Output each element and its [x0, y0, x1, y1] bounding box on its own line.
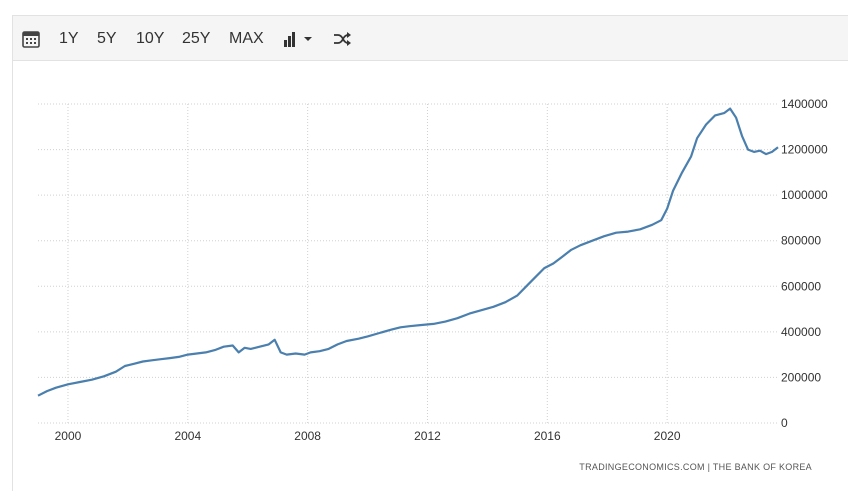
y-tick-label: 600000	[781, 279, 821, 293]
calendar-icon[interactable]	[22, 27, 40, 51]
range-25y-button[interactable]: 25Y	[182, 30, 211, 47]
y-tick-label: 400000	[781, 325, 821, 339]
shuffle-icon[interactable]	[332, 27, 352, 51]
y-tick-label: 800000	[781, 234, 821, 248]
caret-down-icon	[304, 37, 312, 41]
y-tick-label: 1200000	[781, 143, 828, 157]
range-5y-button[interactable]: 5Y	[97, 30, 117, 47]
x-tick-label: 2000	[55, 429, 82, 443]
x-tick-label: 2004	[174, 429, 201, 443]
source-credit: TRADINGECONOMICS.COM | THE BANK OF KOREA	[579, 462, 812, 472]
y-tick-label: 1000000	[781, 188, 828, 202]
x-tick-label: 2016	[534, 429, 561, 443]
y-tick-label: 200000	[781, 370, 821, 384]
range-1y-button[interactable]: 1Y	[59, 30, 79, 47]
x-tick-label: 2012	[414, 429, 441, 443]
bar-chart-icon[interactable]	[282, 27, 316, 51]
range-10y-button[interactable]: 10Y	[136, 30, 165, 47]
chart-series	[37, 107, 779, 397]
chart-frame	[12, 15, 848, 491]
y-axis-ticks: 0 200000 400000 600000 800000 1000000 1200000 1…	[781, 97, 828, 430]
y-tick-label: 0	[781, 416, 788, 430]
y-tick-label: 1400000	[781, 97, 828, 111]
series-line	[37, 107, 779, 397]
x-tick-label: 2008	[294, 429, 321, 443]
chart-toolbar: 1Y 5Y 10Y 25Y MAX	[12, 15, 848, 61]
chart-grid	[38, 103, 778, 424]
x-axis-ticks: 2000 2004 2008 2012 2016 2020	[55, 429, 681, 443]
range-max-button[interactable]: MAX	[229, 30, 264, 47]
x-tick-label: 2020	[654, 429, 681, 443]
